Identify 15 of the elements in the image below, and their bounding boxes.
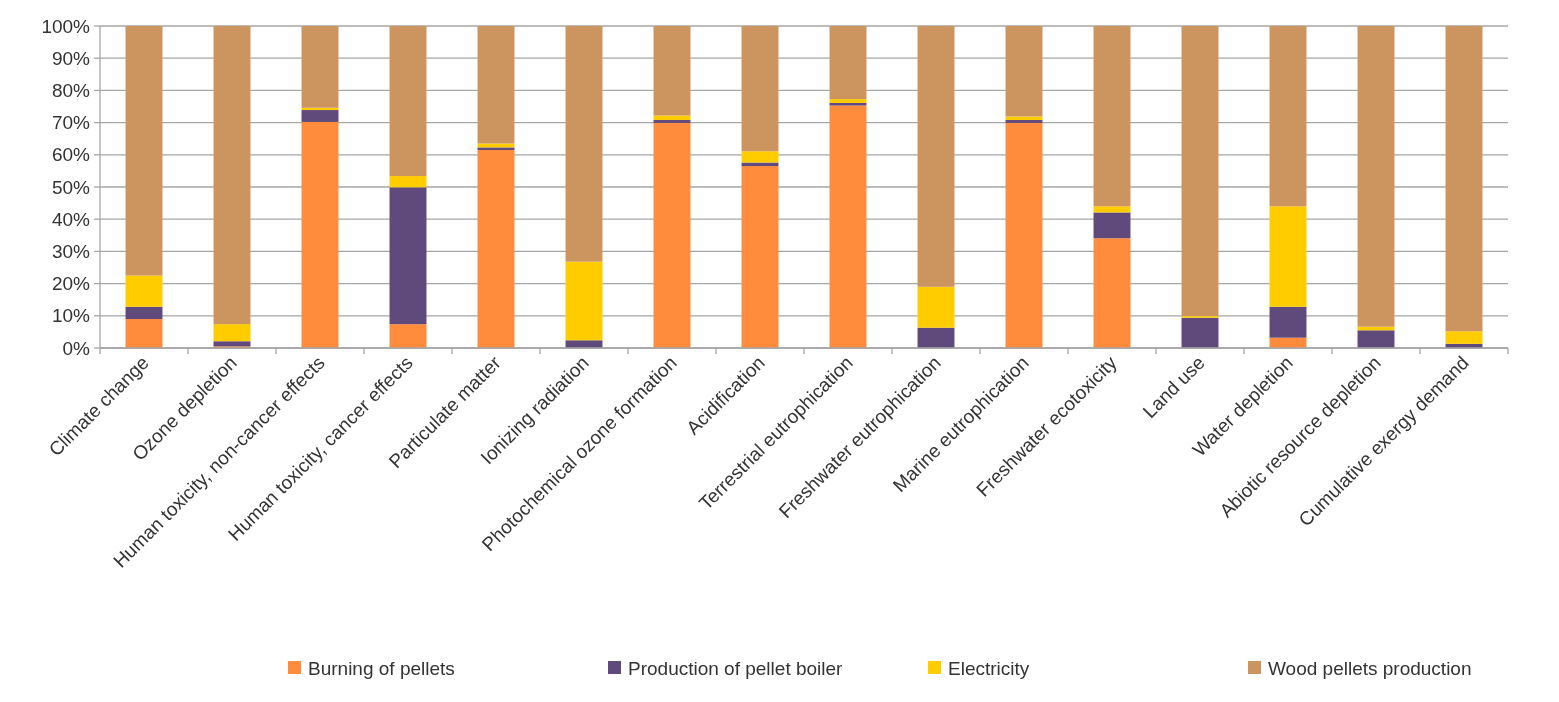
legend-label: Production of pellet boiler [628, 657, 844, 679]
y-tick-label: 50% [51, 176, 91, 198]
legend-label: Wood pellets production [1268, 657, 1472, 679]
y-tick-label: 90% [51, 47, 91, 69]
y-tick-label: 20% [51, 273, 91, 295]
legend-label: Electricity [948, 657, 1030, 679]
y-tick-label: 60% [51, 144, 91, 166]
y-tick-label: 10% [51, 305, 91, 327]
y-tick-label: 80% [51, 80, 91, 102]
y-tick-label: 40% [51, 208, 91, 230]
y-tick-label: 30% [51, 241, 91, 263]
legend-label: Burning of pellets [308, 657, 455, 679]
y-tick-label: 100% [41, 15, 91, 37]
y-tick-label: 0% [62, 337, 91, 359]
y-tick-label: 70% [51, 112, 91, 134]
